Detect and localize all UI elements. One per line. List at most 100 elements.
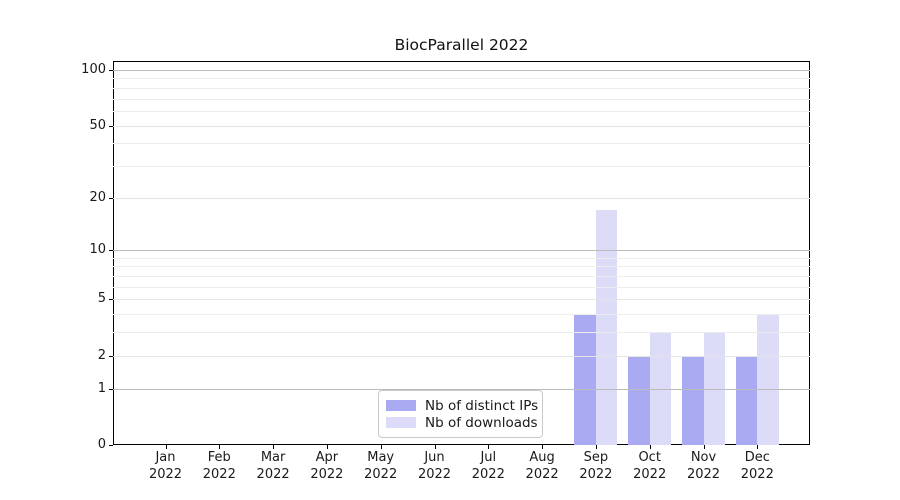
gridline-minor (113, 286, 810, 288)
x-tick-mark (595, 445, 597, 449)
x-tick-month: Dec (744, 450, 770, 465)
chart-title: BiocParallel 2022 (394, 36, 529, 54)
x-tick-month: May (367, 450, 395, 465)
x-tick-mark (326, 445, 328, 449)
x-tick-mark (488, 445, 490, 449)
x-tick-label: Oct 2022 (621, 450, 679, 483)
y-tick-mark (109, 355, 113, 357)
x-tick-label: Jul 2022 (459, 450, 517, 483)
y-tick-mark (109, 197, 113, 199)
y-tick-label: 10 (89, 242, 106, 258)
x-tick-month: Sep (583, 450, 609, 465)
y-tick-mark (109, 125, 113, 127)
x-tick-month: Oct (638, 450, 661, 465)
gridline-labeled (113, 355, 810, 357)
x-tick-label: Jun 2022 (406, 450, 464, 483)
x-tick-year: 2022 (633, 466, 667, 482)
x-tick-label: Aug 2022 (513, 450, 571, 483)
x-tick-year: 2022 (579, 466, 613, 482)
x-tick-month: Mar (260, 450, 286, 465)
y-tick-label: 100 (81, 62, 106, 78)
x-tick-label: May 2022 (352, 450, 410, 483)
x-tick-month: Jan (155, 450, 176, 465)
gridline-minor (113, 143, 810, 145)
gridline-major (113, 250, 810, 252)
x-tick-year: 2022 (256, 466, 290, 482)
plot-area (113, 61, 810, 445)
gridline-minor (113, 165, 810, 167)
x-tick-mark (649, 445, 651, 449)
gridline-minor (113, 332, 810, 334)
x-tick-year: 2022 (148, 466, 183, 482)
x-tick-year: 2022 (686, 466, 721, 482)
y-tick-label: 5 (97, 291, 106, 307)
legend-swatch-distinct-ips (386, 400, 416, 411)
x-tick-mark (434, 445, 436, 449)
y-tick-mark (109, 388, 113, 390)
y-tick-label: 0 (97, 437, 106, 452)
bar-downloads (595, 210, 618, 445)
x-tick-label: Apr 2022 (298, 450, 356, 483)
x-tick-month: Apr (315, 450, 339, 465)
x-tick-month: Feb (207, 450, 231, 465)
grid-layer (113, 61, 810, 445)
gridline-major (113, 70, 810, 72)
x-tick-mark (273, 445, 275, 449)
y-tick-mark (109, 70, 113, 72)
y-tick-label: 20 (89, 189, 106, 205)
x-tick-mark (380, 445, 382, 449)
gridline-labeled (113, 125, 810, 127)
legend-item-distinct-ips: Nb of distinct IPs (386, 398, 538, 414)
y-tick-label: 1 (97, 380, 106, 396)
legend-swatch-downloads (386, 417, 416, 428)
gridline-minor (113, 314, 810, 316)
gridline-minor (113, 257, 810, 259)
y-tick-mark (109, 299, 113, 301)
y-tick-mark (109, 445, 113, 446)
x-tick-mark (703, 445, 705, 449)
y-tick-mark (109, 250, 113, 252)
x-tick-year: 2022 (471, 466, 505, 482)
x-tick-year: 2022 (310, 466, 344, 482)
gridline-major (113, 388, 810, 390)
x-tick-year: 2022 (202, 466, 236, 482)
bar-distinct-ips (735, 355, 758, 445)
x-tick-month: Nov (690, 450, 717, 465)
x-tick-year: 2022 (364, 466, 398, 482)
x-tick-label: Feb 2022 (190, 450, 248, 483)
x-tick-mark (219, 445, 221, 449)
x-tick-year: 2022 (417, 466, 452, 482)
gridline-labeled (113, 197, 810, 199)
x-tick-mark (757, 445, 759, 449)
x-tick-label: Sep 2022 (567, 450, 625, 483)
y-tick-label: 2 (97, 347, 106, 363)
x-tick-month: Jul (480, 450, 497, 465)
y-tick-label: 50 (89, 117, 106, 133)
gridline-minor (113, 276, 810, 278)
legend: Nb of distinct IPs Nb of downloads (378, 390, 543, 438)
gridline-labeled (113, 299, 810, 301)
x-tick-label: Mar 2022 (244, 450, 302, 483)
x-tick-year: 2022 (740, 466, 774, 482)
bar-distinct-ips (682, 355, 704, 445)
bar-downloads (757, 314, 779, 445)
gridline-minor (113, 110, 810, 112)
x-tick-label: Nov 2022 (675, 450, 733, 483)
x-tick-label: Jan 2022 (137, 450, 195, 483)
gridline-minor (113, 98, 810, 100)
bar-distinct-ips (628, 355, 650, 445)
x-tick-month: Jun (424, 450, 445, 465)
gridline-minor (113, 266, 810, 268)
bar-distinct-ips (574, 314, 596, 445)
x-tick-mark (165, 445, 167, 449)
x-tick-month: Aug (529, 450, 555, 465)
legend-label-distinct-ips: Nb of distinct IPs (425, 397, 539, 414)
legend-label-downloads: Nb of downloads (425, 414, 538, 431)
gridline-minor (113, 78, 810, 80)
legend-item-downloads: Nb of downloads (386, 415, 538, 431)
x-tick-year: 2022 (525, 466, 559, 482)
gridline-minor (113, 87, 810, 89)
x-tick-mark (542, 445, 544, 449)
x-tick-label: Dec 2022 (728, 450, 786, 483)
